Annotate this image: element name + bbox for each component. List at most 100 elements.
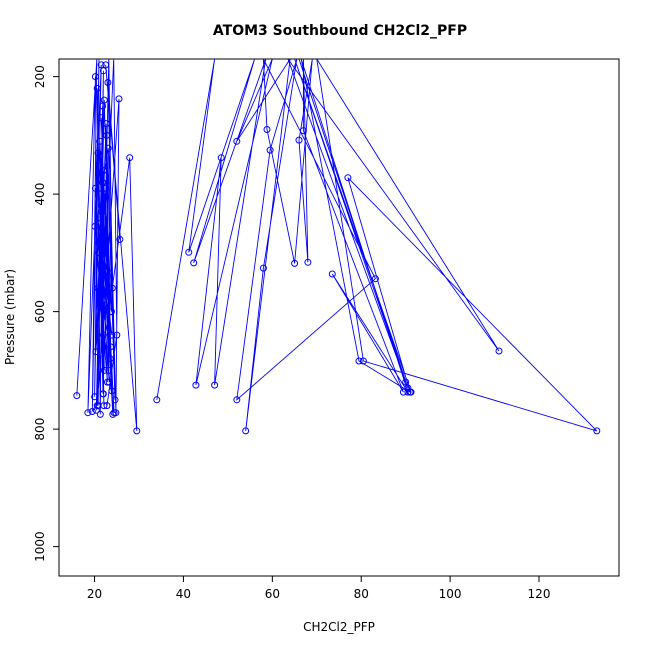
data-point xyxy=(407,388,415,396)
y-axis: 200 400 600 800 1000 xyxy=(33,65,60,562)
y-tick-label: 800 xyxy=(33,418,47,441)
data-point xyxy=(108,331,116,339)
y-tick-label: 400 xyxy=(33,183,47,206)
data-point xyxy=(211,381,219,389)
data-point xyxy=(101,231,109,239)
data-point xyxy=(73,392,81,400)
data-point xyxy=(97,114,105,122)
data-point xyxy=(96,410,104,418)
data-point xyxy=(99,67,107,75)
data-point xyxy=(101,190,109,198)
series-line xyxy=(76,59,138,431)
data-point xyxy=(100,96,108,104)
data-point xyxy=(304,258,312,266)
data-point xyxy=(103,131,111,139)
data-point xyxy=(116,235,124,243)
data-point xyxy=(92,406,100,414)
data-point xyxy=(126,154,134,162)
data-point xyxy=(106,284,114,292)
data-point xyxy=(99,296,107,304)
data-point xyxy=(99,390,107,398)
data-point xyxy=(96,137,104,145)
data-point xyxy=(91,184,99,192)
data-point xyxy=(295,136,303,144)
x-tick-label: 40 xyxy=(176,587,191,601)
data-point xyxy=(113,331,121,339)
x-axis-label: CH2Cl2_PFP xyxy=(303,620,375,634)
x-axis: 20 40 60 80 100 120 xyxy=(87,575,551,601)
data-point xyxy=(100,366,108,374)
data-point xyxy=(259,264,267,272)
data-point xyxy=(91,393,99,401)
data-point xyxy=(106,355,114,363)
data-point xyxy=(217,154,225,162)
data-point xyxy=(108,284,116,292)
data-point xyxy=(233,396,241,404)
data-point xyxy=(328,270,336,278)
x-tick-label: 20 xyxy=(87,587,102,601)
data-point xyxy=(99,178,107,186)
data-point xyxy=(359,357,367,365)
data-point xyxy=(266,146,274,154)
data-point xyxy=(88,408,96,415)
x-tick-label: 100 xyxy=(439,587,462,601)
data-point xyxy=(242,427,250,435)
data-point xyxy=(355,357,363,365)
series-layer xyxy=(73,59,601,435)
series-line xyxy=(156,59,598,432)
data-point xyxy=(291,259,299,267)
data-point xyxy=(92,348,100,356)
data-point xyxy=(107,308,115,316)
data-point xyxy=(593,427,601,435)
data-point xyxy=(91,222,99,230)
data-point xyxy=(98,261,106,269)
data-point xyxy=(104,144,112,152)
data-point xyxy=(105,378,113,386)
data-point xyxy=(153,396,161,404)
data-point xyxy=(94,149,102,157)
data-point xyxy=(115,95,123,103)
data-point xyxy=(93,84,101,92)
data-point xyxy=(94,284,102,292)
y-tick-label: 600 xyxy=(33,300,47,323)
data-point xyxy=(190,259,198,267)
y-tick-label: 1000 xyxy=(33,531,47,562)
data-point xyxy=(233,137,241,145)
data-point xyxy=(98,208,106,216)
x-tick-label: 120 xyxy=(528,587,551,601)
data-point xyxy=(104,79,112,86)
data-point xyxy=(344,174,352,182)
data-point xyxy=(103,267,111,274)
data-point xyxy=(263,126,271,133)
data-point xyxy=(371,275,379,283)
y-axis-label: Pressure (mbar) xyxy=(3,269,17,365)
data-point xyxy=(102,61,110,69)
data-point xyxy=(103,402,111,410)
data-point xyxy=(91,73,99,81)
data-point xyxy=(192,381,200,389)
data-point xyxy=(99,167,107,175)
data-point xyxy=(107,343,115,351)
x-tick-label: 80 xyxy=(354,587,369,601)
data-point xyxy=(84,409,92,417)
plot-frame xyxy=(58,58,620,577)
chart-title: ATOM3 Southbound CH2Cl2_PFP xyxy=(213,23,467,39)
data-point xyxy=(97,61,105,69)
data-point xyxy=(100,402,108,410)
data-point xyxy=(399,388,407,396)
data-point xyxy=(95,249,103,257)
data-point xyxy=(93,402,101,410)
data-point xyxy=(185,248,193,256)
data-point xyxy=(105,366,113,374)
y-tick-label: 200 xyxy=(33,65,47,88)
data-point xyxy=(404,388,412,396)
data-point xyxy=(133,427,141,435)
data-point xyxy=(495,347,503,355)
x-tick-label: 60 xyxy=(265,587,280,601)
data-point xyxy=(108,387,116,395)
data-point xyxy=(112,409,120,417)
data-point xyxy=(402,378,410,386)
data-point xyxy=(299,127,307,135)
data-point xyxy=(99,331,107,339)
